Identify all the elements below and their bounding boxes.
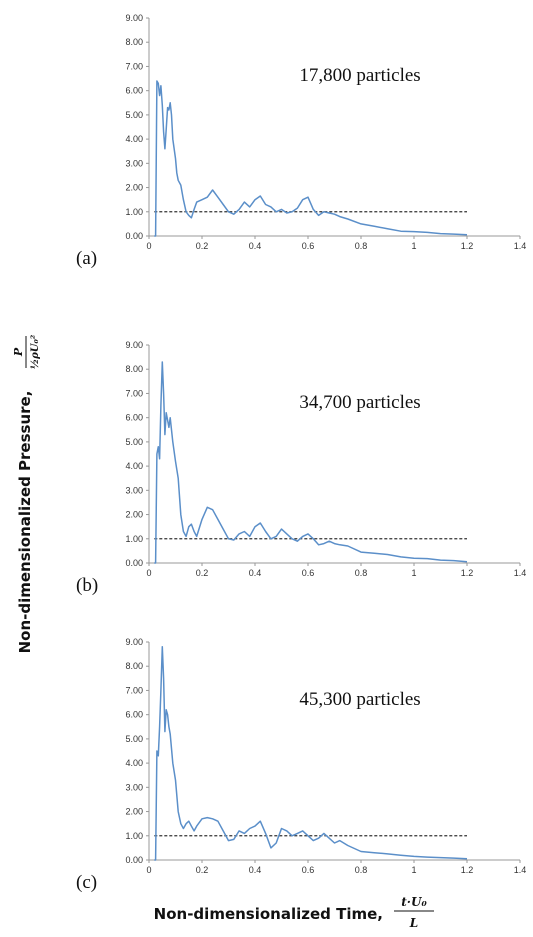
y-tick-label: 9.00: [125, 340, 143, 350]
y-tick-label: 7.00: [125, 685, 143, 695]
x-axis-title: Non-dimensionalized Time, t·U₀ L: [154, 895, 434, 930]
x-tick-label: 1.2: [461, 568, 474, 578]
x-tick-label: 0.8: [355, 568, 368, 578]
x-tick-label: 1.4: [514, 241, 527, 251]
x-tick-label: 1: [411, 568, 416, 578]
y-tick-label: 8.00: [125, 364, 143, 374]
y-tick-label: 5.00: [125, 437, 143, 447]
x-tick-label: 1: [411, 241, 416, 251]
panel-label: (a): [76, 248, 97, 269]
particle-count-annotation: 34,700 particles: [299, 392, 420, 413]
y-tick-label: 6.00: [125, 86, 143, 96]
x-tick-label: 0.4: [249, 865, 262, 875]
x-tick-label: 1.2: [461, 241, 474, 251]
panel-2: 0.00 1.00 2.00 3.00 4.00 5.00 6.00 7.00 8.00 9.00…: [76, 340, 526, 596]
x-tick-label: 1.4: [514, 865, 527, 875]
panel-1: 0.00 1.00 2.00 3.00 4.00 5.00 6.00 7.00 8.00 9.00…: [76, 13, 526, 269]
x-tick-label: 0: [146, 865, 151, 875]
x-tick-label: 0.6: [302, 865, 315, 875]
x-tick-label: 1.2: [461, 865, 474, 875]
x-tick-label: 0.4: [249, 568, 262, 578]
y-axis-fraction-denominator: ½ρU₀²: [30, 334, 41, 369]
y-tick-label: 2.00: [125, 183, 143, 193]
pressure-series-line: [154, 361, 468, 564]
pressure-series-line: [154, 80, 468, 237]
y-tick-label: 9.00: [125, 13, 143, 23]
y-tick-label: 1.00: [125, 207, 143, 217]
y-tick-label: 5.00: [125, 110, 143, 120]
y-tick-label: 3.00: [125, 485, 143, 495]
panel-label: (b): [76, 575, 98, 596]
y-tick-label: 0.00: [125, 231, 143, 241]
y-tick-label: 4.00: [125, 461, 143, 471]
x-tick-label: 1.4: [514, 568, 527, 578]
y-tick-label: 4.00: [125, 134, 143, 144]
particle-count-annotation: 17,800 particles: [299, 65, 420, 86]
x-tick-label: 0.2: [196, 241, 209, 251]
y-tick-label: 2.00: [125, 510, 143, 520]
y-tick-label: 2.00: [125, 807, 143, 817]
y-tick-label: 8.00: [125, 37, 143, 47]
x-tick-label: 0: [146, 568, 151, 578]
y-tick-label: 0.00: [125, 855, 143, 865]
panel-3: 0.00 1.00 2.00 3.00 4.00 5.00 6.00 7.00 8.00 9.00…: [76, 637, 526, 893]
y-tick-label: 1.00: [125, 831, 143, 841]
y-tick-label: 7.00: [125, 61, 143, 71]
x-tick-label: 1: [411, 865, 416, 875]
y-tick-label: 0.00: [125, 558, 143, 568]
x-tick-label: 0.8: [355, 865, 368, 875]
x-tick-label: 0.8: [355, 241, 368, 251]
y-tick-label: 7.00: [125, 388, 143, 398]
x-tick-label: 0.2: [196, 865, 209, 875]
y-tick-label: 3.00: [125, 158, 143, 168]
x-axis-title-text: Non-dimensionalized Time,: [154, 905, 383, 923]
y-axis-title: Non-dimensionalized Pressure, P ½ρU₀²: [12, 334, 41, 653]
y-tick-label: 4.00: [125, 758, 143, 768]
y-tick-label: 1.00: [125, 534, 143, 544]
particle-count-annotation: 45,300 particles: [299, 689, 420, 710]
x-tick-label: 0: [146, 241, 151, 251]
y-tick-label: 8.00: [125, 661, 143, 671]
y-axis-title-text: Non-dimensionalized Pressure,: [16, 391, 34, 654]
panel-label: (c): [76, 872, 97, 893]
y-tick-label: 6.00: [125, 413, 143, 423]
pressure-series-line: [154, 646, 468, 861]
x-tick-label: 0.6: [302, 241, 315, 251]
y-axis-fraction-numerator: P: [12, 347, 25, 357]
x-tick-label: 0.4: [249, 241, 262, 251]
x-tick-label: 0.2: [196, 568, 209, 578]
y-tick-label: 5.00: [125, 734, 143, 744]
y-tick-label: 6.00: [125, 710, 143, 720]
x-tick-label: 0.6: [302, 568, 315, 578]
x-axis-fraction-numerator: t·U₀: [401, 895, 427, 909]
x-axis-fraction-denominator: L: [409, 916, 418, 930]
y-tick-label: 3.00: [125, 782, 143, 792]
chart-panels: 0.00 1.00 2.00 3.00 4.00 5.00 6.00 7.00 8.00 9.00…: [76, 13, 526, 893]
y-tick-label: 9.00: [125, 637, 143, 647]
